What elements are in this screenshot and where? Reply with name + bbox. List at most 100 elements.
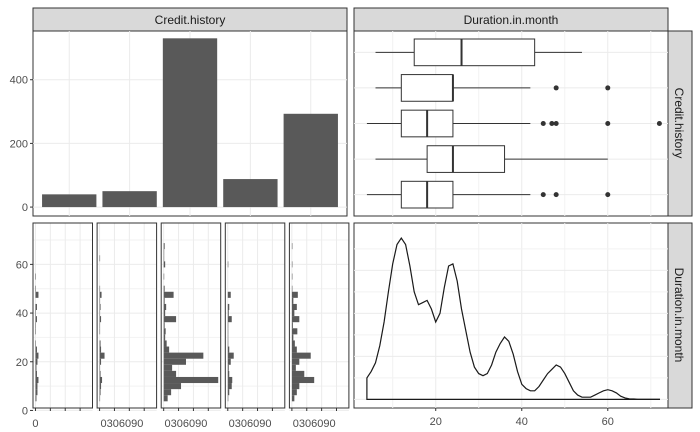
histogram-bar: [99, 340, 101, 347]
histogram-bar: [163, 383, 182, 390]
x-tick-label: 90: [259, 418, 271, 430]
histogram-bar: [291, 352, 311, 359]
bar-3: [162, 38, 218, 208]
box-outlier: [605, 121, 611, 126]
histogram-bar: [99, 303, 101, 311]
histogram-bar: [227, 316, 232, 323]
histogram-bar: [99, 291, 102, 298]
histogram-frame: [32, 222, 93, 409]
histogram-bar: [163, 352, 204, 359]
histogram-bar: [163, 310, 166, 317]
histogram-bar: [163, 285, 165, 292]
box-outlier: [540, 192, 546, 198]
x-tick-label: 90: [131, 418, 143, 430]
histogram-bar: [291, 364, 296, 371]
histogram-background: [33, 223, 93, 408]
box-outlier: [540, 121, 546, 126]
x-tick-label: 0: [100, 418, 106, 430]
histogram-bar: [99, 383, 102, 390]
x-tick-label: 60: [602, 416, 614, 428]
histogram-panel-1: 0: [32, 222, 93, 430]
histogram-bar: [291, 291, 298, 298]
x-tick-label: 30: [235, 418, 247, 430]
box-outlier: [553, 121, 559, 126]
histogram-bar: [291, 328, 298, 335]
y-tick-label: 0: [22, 405, 28, 417]
histogram-bar: [163, 395, 168, 402]
histogram-bar: [35, 383, 38, 390]
box-2: [426, 145, 506, 173]
x-tick-label: 30: [299, 418, 311, 430]
bar-2: [102, 191, 157, 208]
histogram-bar: [163, 261, 166, 268]
histogram-panel-4: 0306090: [224, 222, 286, 430]
histogram-bar: [35, 376, 39, 384]
histogram-bar: [163, 316, 177, 323]
histogram-bar: [291, 370, 305, 377]
strip-right-credit-history: [667, 30, 693, 217]
strip-label-credit-history-right: Credit.history: [672, 88, 686, 159]
histogram-bar: [291, 303, 297, 311]
bar-chart-credit-history: 0 200 400: [10, 31, 347, 216]
histogram-bar: [99, 370, 101, 377]
histogram-bar: [99, 316, 102, 323]
histogram-bar: [291, 376, 315, 384]
y-tick-label: 40: [16, 308, 28, 320]
histogram-bar: [163, 334, 166, 341]
histogram-background: [225, 223, 285, 408]
histogram-background: [97, 223, 157, 408]
histogram-frame: [96, 222, 158, 409]
histogram-panel-2: 0306090: [96, 222, 158, 430]
histogram-bar: [35, 352, 39, 359]
y-tick-label: 60: [16, 259, 28, 271]
y-tick-label: 0: [22, 202, 28, 214]
strip-label-duration-right: Duration.in.month: [672, 268, 686, 363]
x-tick-label: 0: [293, 418, 299, 430]
histogram-bar: [35, 316, 37, 323]
box-outlier: [605, 192, 611, 198]
x-tick-labels: 0306090: [229, 418, 272, 430]
boxplot-duration-by-credit-history: [354, 31, 668, 216]
histogram-panel-3: 0306090: [160, 222, 222, 430]
histogram-bar: [291, 310, 295, 317]
x-tick-label: 60: [119, 418, 131, 430]
histogram-bar: [99, 389, 101, 396]
histogram-bar: [291, 395, 295, 402]
bar-5: [283, 113, 338, 208]
x-tick-labels: 0306090: [165, 418, 208, 430]
histogram-bar: [291, 334, 294, 341]
box-4: [400, 74, 454, 102]
histogram-bar: [227, 358, 231, 365]
histogram-bar: [35, 346, 37, 353]
histogram-bar: [99, 352, 105, 359]
histogram-bar: [163, 389, 172, 396]
x-tick-label: 0: [165, 418, 171, 430]
box-5: [413, 38, 536, 67]
histogram-bar: [35, 364, 37, 371]
strip-label-credit-history-top: Credit.history: [155, 13, 226, 27]
x-tick-label: 90: [323, 418, 335, 430]
histogram-bar: [163, 376, 219, 384]
y-tick-label: 200: [10, 138, 28, 150]
histogram-bar: [227, 310, 229, 317]
x-tick-label: 40: [516, 416, 528, 428]
histogram-bar: [163, 322, 165, 329]
histogram-bar: [35, 303, 37, 311]
panel-bottom-right: [353, 222, 669, 409]
histogram-bar: [291, 383, 300, 390]
histogram-bar: [227, 303, 230, 311]
histogram-bar: [35, 291, 39, 298]
box-outlier: [605, 85, 611, 91]
histogram-bar: [291, 346, 297, 353]
histogram-bar: [227, 376, 233, 384]
bar-4: [223, 179, 278, 208]
histogram-bar: [163, 303, 167, 311]
box-outlier: [656, 121, 662, 126]
histogram-bar: [35, 389, 38, 396]
histogram-bar: [35, 358, 38, 365]
histogram-bar: [291, 389, 297, 396]
histogram-bar: [227, 389, 230, 396]
strip-label-duration-top: Duration.in.month: [464, 13, 559, 27]
histogram-bar: [99, 358, 102, 365]
